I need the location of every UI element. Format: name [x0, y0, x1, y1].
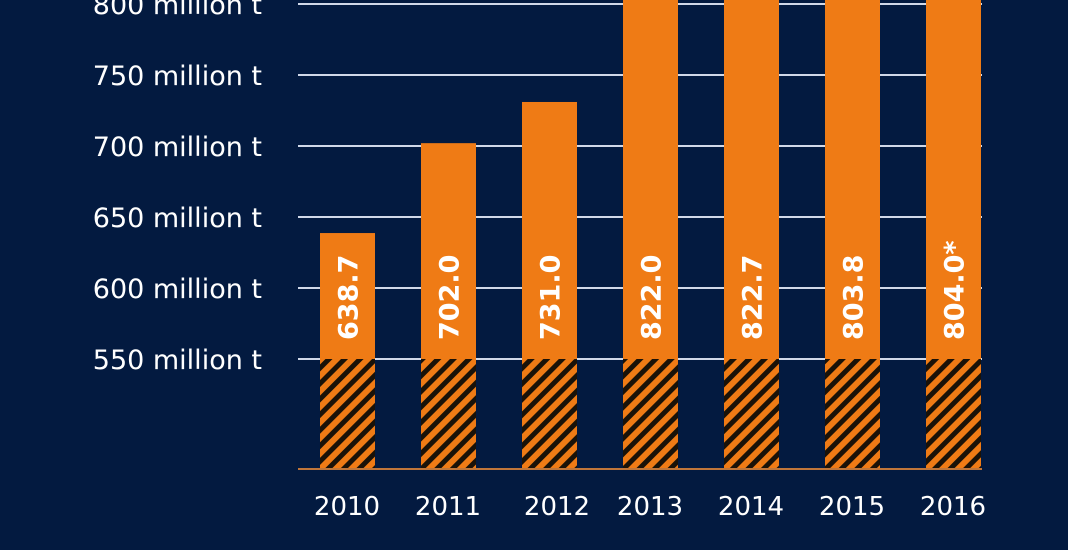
y-tick-label: 700 million t: [93, 132, 262, 163]
bar-hatched-base: [926, 359, 981, 468]
bars: 638.7 702.0 731.0 822.0 822.7 803.8 804.0*: [320, 0, 981, 468]
bar-hatched-base: [421, 359, 476, 468]
x-tick-label: 2015: [819, 492, 885, 522]
bar-hatched-base: [825, 359, 880, 468]
data-label: 702.0: [435, 255, 466, 340]
x-tick-label: 2016: [920, 492, 986, 522]
bar: [623, 0, 678, 359]
data-label: 731.0: [536, 255, 567, 340]
bar-hatched-base: [522, 359, 577, 468]
x-tick-label: 2010: [314, 492, 380, 522]
y-tick-label: 600 million t: [93, 274, 262, 305]
data-label: 822.7: [738, 255, 769, 340]
bar-hatched-base: [623, 359, 678, 468]
bar-hatched-base: [724, 359, 779, 468]
y-tick-label: 750 million t: [93, 61, 262, 92]
y-axis-ticks: 550 million t 600 million t 650 million t 7…: [93, 0, 262, 376]
data-label: 804.0*: [940, 240, 971, 340]
x-tick-label: 2011: [415, 492, 481, 522]
y-tick-label: 550 million t: [93, 345, 262, 376]
bar: [421, 143, 476, 359]
x-tick-label: 2014: [718, 492, 784, 522]
data-label: 638.7: [334, 255, 365, 340]
bar: [724, 0, 779, 360]
bar: [320, 233, 375, 359]
bar: [825, 0, 880, 359]
bar: [522, 101, 577, 359]
x-axis-ticks: 2010 2011 2012 2013 2014 2015 2016: [314, 492, 986, 522]
data-label: 822.0: [637, 255, 668, 340]
x-tick-label: 2012: [524, 492, 590, 522]
y-tick-label: 650 million t: [93, 203, 262, 234]
y-tick-label: 800 million t: [93, 0, 262, 21]
data-label: 803.8: [839, 255, 870, 340]
x-tick-label: 2013: [617, 492, 683, 522]
bar: [926, 0, 981, 359]
bar-hatched-base: [320, 359, 375, 468]
